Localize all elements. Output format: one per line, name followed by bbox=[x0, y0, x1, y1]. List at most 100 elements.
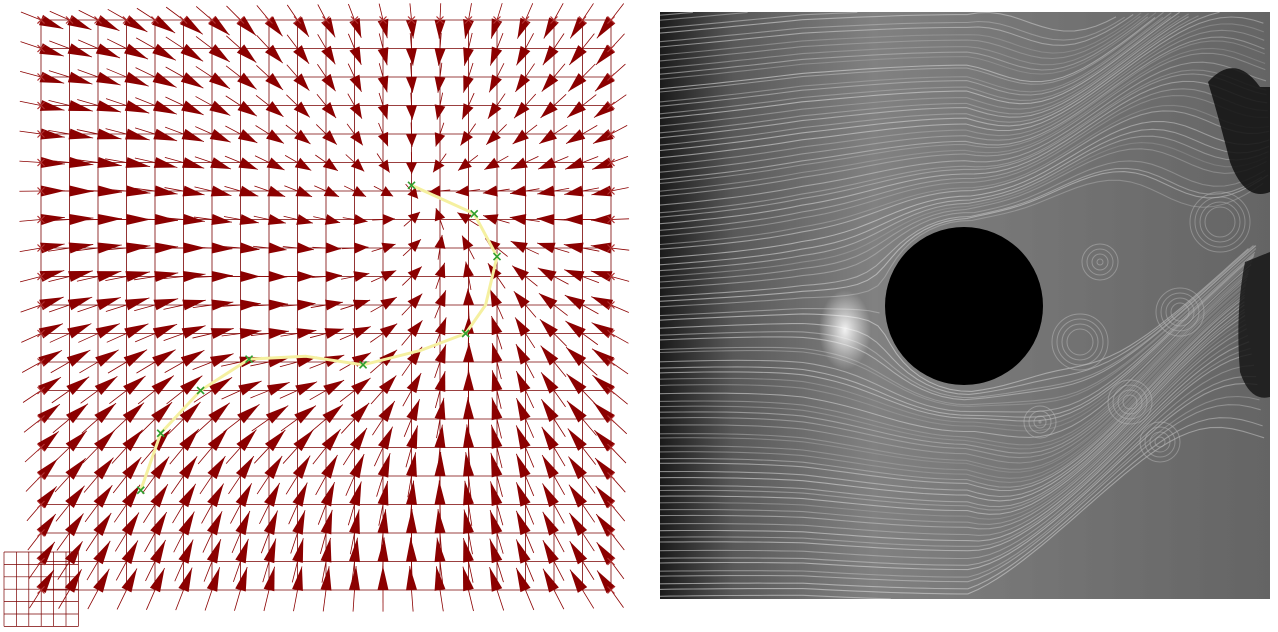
grid-marker bbox=[607, 16, 615, 24]
arrow-head bbox=[590, 271, 613, 282]
arrow-head bbox=[238, 185, 259, 197]
arrow-head bbox=[211, 242, 233, 254]
arrow-head bbox=[320, 509, 333, 535]
arrow-head bbox=[210, 353, 234, 368]
arrow-head bbox=[296, 328, 317, 339]
arrow-head bbox=[596, 542, 616, 565]
grid-marker bbox=[607, 73, 615, 81]
arrow-head bbox=[150, 484, 168, 508]
arrow-head bbox=[491, 397, 503, 421]
arrow-head bbox=[377, 566, 389, 591]
grid-marker bbox=[37, 358, 45, 366]
arrow-head bbox=[40, 157, 65, 168]
arrow-head bbox=[211, 299, 234, 311]
lic-bright-front-region bbox=[819, 290, 871, 370]
arrow-head bbox=[406, 509, 417, 534]
arrow-head bbox=[352, 326, 371, 339]
arrow-head bbox=[353, 271, 370, 282]
inset-grid bbox=[3, 551, 79, 627]
arrow-head bbox=[96, 71, 121, 86]
grid-marker bbox=[293, 16, 302, 24]
arrow-head bbox=[349, 102, 362, 119]
arrow-head bbox=[124, 297, 150, 311]
arrow-head bbox=[178, 567, 193, 592]
arrow-head bbox=[65, 430, 87, 452]
arrow-head bbox=[407, 239, 421, 253]
arrow-head bbox=[95, 43, 121, 59]
arrow-head bbox=[457, 212, 472, 225]
grid-marker bbox=[607, 386, 615, 395]
grid-marker bbox=[607, 130, 615, 138]
arrow-head bbox=[536, 214, 555, 225]
arrow-head bbox=[67, 297, 93, 311]
grid-marker bbox=[607, 329, 615, 338]
arrow-head bbox=[515, 317, 531, 337]
arrow-head bbox=[36, 486, 57, 509]
arrow-head bbox=[463, 75, 474, 93]
arrow-head bbox=[352, 186, 367, 197]
arrow-head bbox=[434, 566, 446, 591]
arrow-head bbox=[180, 43, 204, 62]
grid-marker bbox=[607, 586, 615, 594]
arrow-head bbox=[377, 131, 389, 147]
arrow-head bbox=[434, 48, 446, 66]
arrow-head bbox=[321, 454, 338, 479]
arrow-head bbox=[462, 566, 474, 592]
arrow-head bbox=[126, 185, 151, 197]
arrow-head bbox=[377, 480, 389, 506]
arrow-head bbox=[152, 100, 177, 115]
grid-marker bbox=[607, 472, 615, 480]
arrow-head bbox=[294, 405, 316, 424]
arrow-head bbox=[64, 541, 83, 565]
arrow-head bbox=[93, 457, 114, 480]
arrow-head bbox=[406, 133, 417, 147]
arrow-head bbox=[406, 452, 417, 477]
arrow-head bbox=[67, 14, 92, 30]
arrow-head bbox=[121, 568, 137, 593]
grid-marker bbox=[607, 101, 615, 110]
arrow-head bbox=[122, 402, 145, 424]
arrow-head bbox=[349, 454, 365, 479]
arrow-head bbox=[592, 375, 615, 395]
arrow-head bbox=[490, 452, 503, 478]
grid-marker bbox=[37, 130, 45, 138]
arrow-head bbox=[596, 514, 616, 537]
arrow-head bbox=[38, 323, 63, 339]
arrow-head bbox=[463, 47, 474, 66]
path-marker bbox=[156, 429, 165, 438]
arrow-head bbox=[68, 128, 94, 140]
arrow-head bbox=[510, 241, 528, 253]
arrow-head bbox=[564, 295, 586, 310]
arrow-head bbox=[293, 45, 310, 64]
arrow-head bbox=[67, 43, 92, 58]
arrow-head bbox=[36, 514, 56, 537]
arrow-head bbox=[540, 101, 558, 118]
arrow-head bbox=[206, 567, 220, 592]
arrow-head bbox=[406, 399, 420, 422]
arrow-head bbox=[463, 261, 474, 278]
arrow-head bbox=[407, 266, 422, 281]
arrow-head bbox=[40, 242, 65, 254]
grid-marker bbox=[37, 73, 45, 81]
arrow-head bbox=[569, 541, 588, 565]
arrow-head bbox=[434, 509, 446, 534]
arrow-head bbox=[64, 569, 82, 593]
arrow-head bbox=[516, 539, 531, 564]
arrow-head bbox=[592, 157, 613, 170]
arrow-head bbox=[65, 403, 88, 424]
arrow-head bbox=[264, 44, 283, 64]
arrow-head bbox=[593, 101, 615, 118]
arrow-head bbox=[511, 157, 528, 170]
arrow-head bbox=[266, 129, 284, 144]
arrow-head bbox=[434, 262, 446, 279]
grid-marker bbox=[578, 16, 587, 24]
grid-marker bbox=[464, 16, 473, 24]
grid-marker bbox=[65, 16, 74, 24]
arrow-head bbox=[268, 299, 289, 311]
arrow-head bbox=[67, 71, 93, 85]
grid-marker bbox=[37, 187, 45, 195]
arrow-head bbox=[592, 348, 615, 367]
grid-marker bbox=[550, 16, 558, 24]
arrow-head bbox=[321, 102, 337, 119]
arrow-head bbox=[153, 298, 179, 311]
